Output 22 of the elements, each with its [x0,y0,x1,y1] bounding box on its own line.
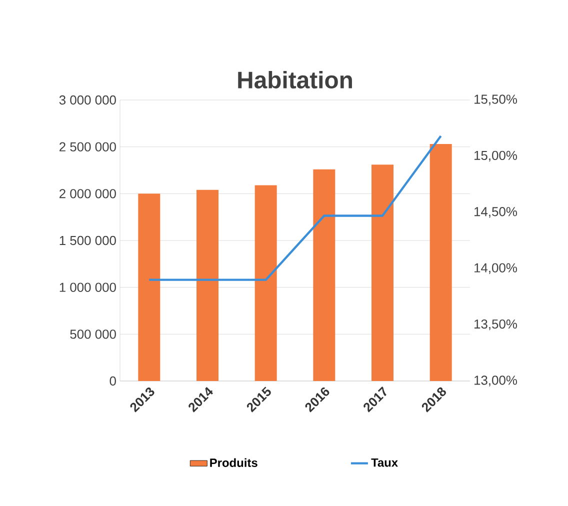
y2-tick-label: 15,00% [474,150,517,162]
bar [138,194,160,381]
bar [372,164,394,381]
bar [313,169,336,381]
y-tick-label: 2 000 000 [60,189,116,198]
y2-tick-label: 13,50% [474,319,517,330]
y-tick-label: 3 000 000 [59,95,116,105]
chart-title: Habitation [238,70,352,88]
y2-tick-label: 13,00% [474,376,517,386]
y2-tick-label: 15,50% [474,94,517,106]
y2-tick-label: 14,50% [474,207,517,218]
y2-tick-label: 14,00% [474,263,517,274]
y-tick-label: 0 [110,376,116,386]
y-tick-label: 1 500 000 [60,236,116,246]
y-tick-label: 2 500 000 [60,142,116,152]
legend-label: Taux [371,458,398,467]
bar [196,190,218,381]
bar [430,144,452,381]
y-tick-label: 500 000 [70,330,116,339]
bar [254,185,277,381]
legend-label: Produits [210,458,258,468]
y-tick-label: 1 000 000 [60,282,116,292]
